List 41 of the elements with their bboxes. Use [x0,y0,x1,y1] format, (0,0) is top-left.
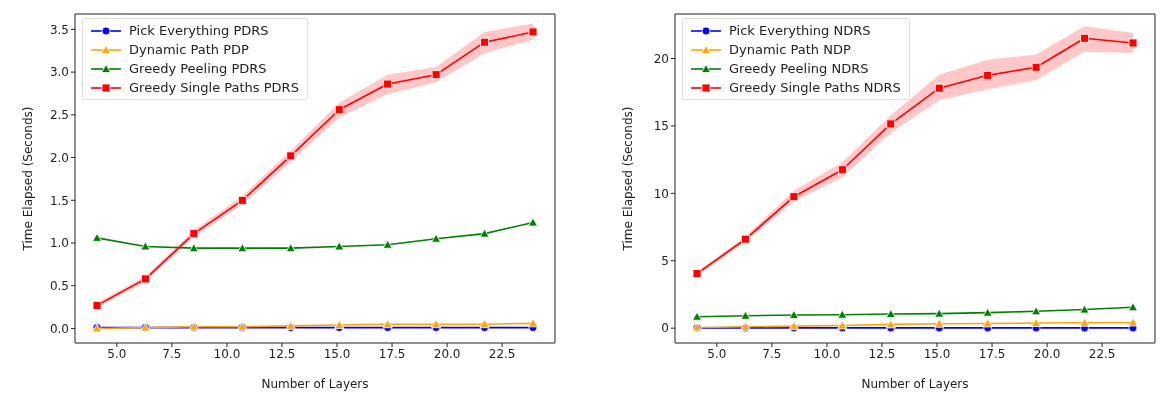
x-tick-label: 15.0 [323,346,351,361]
x-axis-title: Number of Layers [261,377,369,391]
x-tick-label: 5.0 [107,346,127,361]
x-tick-label: 5.0 [707,346,727,361]
x-tick-label: 7.5 [762,346,782,361]
y-tick-label: 2.0 [49,150,69,165]
x-tick-label: 15.0 [923,346,951,361]
legend-label: Greedy Peeling PDRS [129,60,267,78]
y-tick-label: 10 [653,186,669,201]
x-tick-label: 22.5 [488,346,516,361]
y-tick-label: 0.5 [49,279,69,294]
y-tick-label: 1.0 [49,236,69,251]
y-axis-title: Time Elapsed (Seconds) [621,106,636,252]
x-tick-label: 10.0 [213,346,241,361]
legend-label: Dynamic Path NDP [729,41,851,59]
x-tick-label: 22.5 [1088,346,1116,361]
y-tick-label: 3.5 [49,22,69,37]
x-tick-label: 12.5 [868,346,896,361]
x-tick-label: 17.5 [378,346,406,361]
x-axis-title: Number of Layers [861,377,969,391]
y-tick-label: 0 [661,321,669,336]
legend-label: Greedy Single Paths NDRS [729,79,901,97]
y-tick-label: 3.0 [49,65,69,80]
y-tick-label: 0.0 [49,321,69,336]
y-tick-label: 20 [653,51,669,66]
legend-label: Dynamic Path PDP [129,41,249,59]
x-tick-label: 20.0 [433,346,461,361]
x-tick-label: 17.5 [978,346,1006,361]
legend-label: Greedy Peeling NDRS [729,60,869,78]
y-tick-label: 15 [653,119,669,134]
x-tick-label: 12.5 [268,346,296,361]
y-tick-label: 2.5 [49,108,69,123]
y-tick-label: 5 [661,254,669,269]
y-axis-title: Time Elapsed (Seconds) [21,106,36,252]
x-tick-label: 10.0 [813,346,841,361]
legend-label: Greedy Single Paths PDRS [129,79,299,97]
x-tick-label: 20.0 [1033,346,1061,361]
y-tick-label: 1.5 [49,193,69,208]
legend-label: Pick Everything PDRS [129,22,269,40]
x-tick-label: 7.5 [162,346,182,361]
legend-label: Pick Everything NDRS [729,22,871,40]
